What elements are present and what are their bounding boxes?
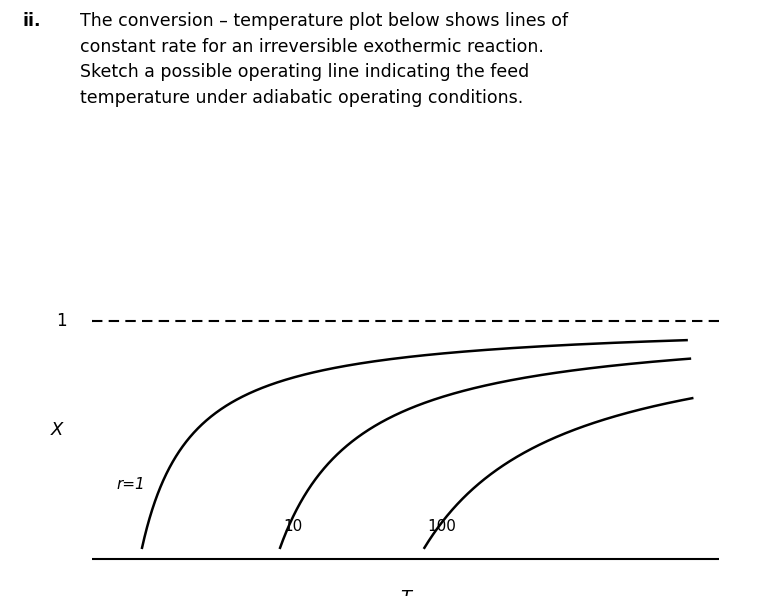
Text: 100: 100	[428, 519, 456, 535]
Text: X: X	[51, 421, 63, 439]
Text: T: T	[400, 589, 411, 596]
Text: The conversion – temperature plot below shows lines of
constant rate for an irre: The conversion – temperature plot below …	[80, 12, 568, 107]
Text: 10: 10	[283, 519, 302, 535]
Text: ii.: ii.	[23, 12, 41, 30]
Text: r=1: r=1	[117, 477, 145, 492]
Text: 1: 1	[56, 312, 67, 330]
